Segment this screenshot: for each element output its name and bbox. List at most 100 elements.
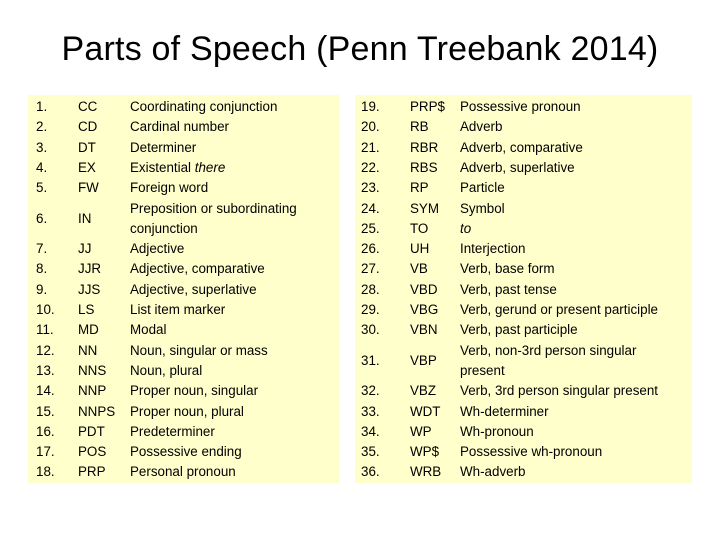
tag-description: List item marker <box>130 300 335 320</box>
tag-row: 31. VBP Verb, non-3rd person singular prese… <box>355 341 692 382</box>
tag-code: JJS <box>78 281 101 297</box>
tag-description-text: Noun, singular or mass <box>130 342 268 358</box>
tag-number: 8. <box>36 261 48 277</box>
tag-row: 9. JJS Adjective, superlative <box>28 280 339 300</box>
tag-code: RP <box>410 180 429 196</box>
tag-code: JJ <box>78 241 92 257</box>
tag-number: 3. <box>36 139 48 155</box>
tag-number: 34. <box>361 423 380 439</box>
tag-description: Proper noun, singular <box>130 381 335 401</box>
tag-row: 6. IN Preposition or subordinating conjunct… <box>28 199 339 240</box>
tag-code: WRB <box>410 464 442 480</box>
tag-description: Possessive ending <box>130 442 335 462</box>
tag-description-text: Verb, 3rd person singular present <box>460 383 659 399</box>
tag-description-text: Existential <box>130 159 195 175</box>
tag-code: NNP <box>78 383 107 399</box>
tag-code: NNS <box>78 362 107 378</box>
tag-number: 4. <box>36 159 48 175</box>
tag-code: VBD <box>410 281 438 297</box>
tag-row: 25. TO to <box>355 219 692 239</box>
tag-code: CC <box>78 99 98 114</box>
tag-row: 2. CD Cardinal number <box>28 117 339 137</box>
tag-number: 17. <box>36 444 55 460</box>
tag-row: 8. JJR Adjective, comparative <box>28 259 339 279</box>
tag-description: Verb, non-3rd person singular present <box>460 341 690 382</box>
tag-row: 24. SYM Symbol <box>355 199 692 219</box>
tag-code: NN <box>78 342 98 358</box>
tag-description: Verb, 3rd person singular present <box>460 381 690 401</box>
tag-code: WDT <box>410 403 441 419</box>
tag-description-italic: to <box>460 220 472 236</box>
tag-code: VBG <box>410 302 439 317</box>
tag-row: 17. POS Possessive ending <box>28 442 339 462</box>
tag-description-continuation: present <box>460 362 505 378</box>
tag-description-text: Possessive wh-pronoun <box>460 444 603 460</box>
tag-description: Predeterminer <box>130 422 335 442</box>
tag-description: Interjection <box>460 239 690 259</box>
tag-row: 26. UH Interjection <box>355 239 692 259</box>
tag-number: 11. <box>36 322 54 338</box>
tag-description-text: Wh-determiner <box>460 403 549 419</box>
tag-row: 3. DT Determiner <box>28 138 339 158</box>
tag-description: Noun, plural <box>130 361 335 381</box>
tag-description-text: Verb, past tense <box>460 281 557 297</box>
tag-description: Adjective <box>130 239 335 259</box>
tag-description: Wh-determiner <box>460 402 690 422</box>
tag-row: 33. WDT Wh-determiner <box>355 402 692 422</box>
tag-description-text: Adjective <box>130 241 185 257</box>
tag-description: Cardinal number <box>130 117 335 137</box>
tag-description: Wh-pronoun <box>460 422 690 442</box>
tag-row: 12. NN Noun, singular or mass <box>28 341 339 361</box>
tag-row: 30. VBN Verb, past participle <box>355 320 692 340</box>
tag-code: PRP <box>78 464 106 480</box>
tag-description: to <box>460 219 690 239</box>
tag-code: RBS <box>410 159 438 175</box>
tag-description: Possessive pronoun <box>460 97 690 117</box>
tag-description-text: Adverb <box>460 119 503 135</box>
tag-number: 10. <box>36 302 55 317</box>
tag-description-text: Proper noun, singular <box>130 383 259 399</box>
tag-number: 16. <box>36 423 55 439</box>
tag-number: 35. <box>361 444 380 460</box>
tag-number: 1. <box>36 99 48 114</box>
tag-description-text: Personal pronoun <box>130 464 236 480</box>
tag-description: Existential there <box>130 158 335 178</box>
tag-code: VBN <box>410 322 438 338</box>
tag-description: Verb, past participle <box>460 320 690 340</box>
tag-number: 14. <box>36 383 55 399</box>
tag-row: 28. VBD Verb, past tense <box>355 280 692 300</box>
tag-code: PRP$ <box>410 99 445 114</box>
tag-code: SYM <box>410 200 440 216</box>
tag-row: 13. NNS Noun, plural <box>28 361 339 381</box>
tag-code: TO <box>410 220 429 236</box>
tag-row: 34. WP Wh-pronoun <box>355 422 692 442</box>
tag-description: Foreign word <box>130 178 335 198</box>
tag-description: Personal pronoun <box>130 462 335 482</box>
tag-number: 22. <box>361 159 380 175</box>
tag-description-text: Foreign word <box>130 180 209 196</box>
tag-number: 13. <box>36 362 55 378</box>
tag-number: 28. <box>361 281 380 297</box>
tag-code: PDT <box>78 423 105 439</box>
tag-description-text: Possessive ending <box>130 444 242 460</box>
tag-row: 16. PDT Predeterminer <box>28 422 339 442</box>
tag-row: 35. WP$ Possessive wh-pronoun <box>355 442 692 462</box>
tag-description: Possessive wh-pronoun <box>460 442 690 462</box>
tag-description-text: Predeterminer <box>130 423 215 439</box>
tag-number: 30. <box>361 322 380 338</box>
tag-code: DT <box>78 139 96 155</box>
tag-description-text: Proper noun, plural <box>130 403 244 419</box>
tag-code: FW <box>78 180 99 196</box>
tag-description: Symbol <box>460 199 690 219</box>
tag-row: 4. EX Existential there <box>28 158 339 178</box>
tag-description-text: Adverb, superlative <box>460 159 575 175</box>
tag-description-text: Preposition or subordinating <box>130 200 297 216</box>
tag-number: 12. <box>36 342 55 358</box>
tag-number: 27. <box>361 261 380 277</box>
tag-description: Coordinating conjunction <box>130 97 335 117</box>
tag-description: Wh-adverb <box>460 462 690 482</box>
tag-description-text: Verb, gerund or present participle <box>460 302 659 317</box>
tag-code: CD <box>78 119 98 135</box>
tag-description-text: Wh-adverb <box>460 464 526 480</box>
tag-number: 7. <box>36 241 48 257</box>
